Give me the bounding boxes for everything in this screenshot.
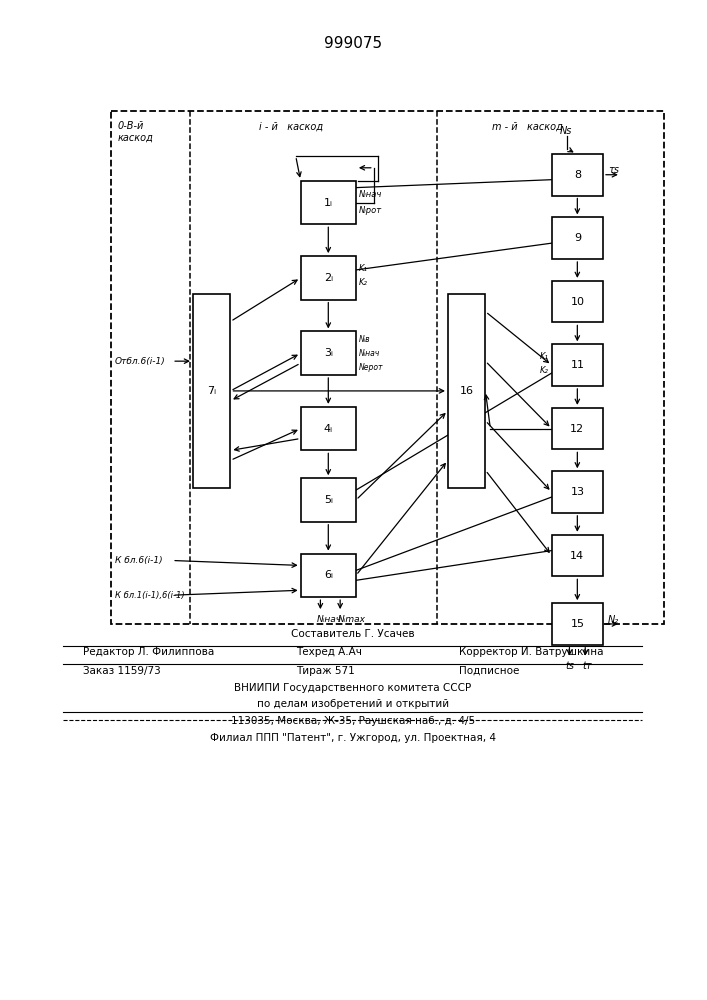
Text: 0-В-й
каскод: 0-В-й каскод xyxy=(118,121,153,143)
Text: Корректор И. Ватрушкина: Корректор И. Ватрушкина xyxy=(459,647,603,657)
Text: Составитель Г. Усачев: Составитель Г. Усачев xyxy=(291,629,415,639)
Bar xyxy=(551,535,603,576)
Text: Отбл.6(i-1): Отбл.6(i-1) xyxy=(115,357,165,366)
Text: Nᵢнач: Nᵢнач xyxy=(359,349,380,358)
Text: i - й   каскод: i - й каскод xyxy=(259,121,323,131)
Text: N₂: N₂ xyxy=(608,615,619,625)
Text: 6ᵢ: 6ᵢ xyxy=(324,570,333,580)
Bar xyxy=(300,256,356,300)
Bar xyxy=(300,331,356,375)
Text: Nᵢmax: Nᵢmax xyxy=(338,615,366,624)
Bar xyxy=(551,603,603,645)
Text: Ns: Ns xyxy=(559,126,572,136)
Text: 11: 11 xyxy=(571,360,584,370)
Text: ВНИИПИ Государственного комитета СССР: ВНИИПИ Государственного комитета СССР xyxy=(235,683,472,693)
Bar xyxy=(448,294,486,488)
Text: 2ᵢ: 2ᵢ xyxy=(324,273,333,283)
Text: tт: tт xyxy=(583,661,592,671)
Bar xyxy=(551,154,603,196)
Text: K₁: K₁ xyxy=(540,352,549,361)
Text: Тираж 571: Тираж 571 xyxy=(296,666,354,676)
Text: K₂: K₂ xyxy=(359,278,368,287)
Bar xyxy=(300,181,356,224)
Text: 10: 10 xyxy=(571,297,584,307)
Text: K₂: K₂ xyxy=(540,366,549,375)
Text: m - й   каскод: m - й каскод xyxy=(493,121,563,131)
Bar xyxy=(551,281,603,322)
Text: Nерот: Nерот xyxy=(359,363,383,372)
Text: Nᵢнач: Nᵢнач xyxy=(359,190,382,199)
Text: Филиал ППП "Патент", г. Ужгород, ул. Проектная, 4: Филиал ППП "Патент", г. Ужгород, ул. Про… xyxy=(210,733,496,743)
Text: 113035, Москва, Ж-35, Раушская наб., д. 4/5: 113035, Москва, Ж-35, Раушская наб., д. … xyxy=(231,716,475,726)
Text: 14: 14 xyxy=(571,551,585,561)
Text: 13: 13 xyxy=(571,487,584,497)
Text: Редактор Л. Филиппова: Редактор Л. Филиппова xyxy=(83,647,214,657)
Text: Подписное: Подписное xyxy=(459,666,519,676)
Bar xyxy=(551,344,603,386)
Text: 16: 16 xyxy=(460,386,474,396)
Text: 1ᵢ: 1ᵢ xyxy=(324,198,333,208)
Text: 15: 15 xyxy=(571,619,584,629)
Bar xyxy=(193,294,230,488)
Text: 8: 8 xyxy=(574,170,581,180)
Text: Nᵢрот: Nᵢрот xyxy=(359,206,382,215)
Bar xyxy=(300,407,356,450)
Text: Nᵢв: Nᵢв xyxy=(359,335,370,344)
Text: 999075: 999075 xyxy=(324,36,382,51)
Text: К бл.1(i-1),6(i-1): К бл.1(i-1),6(i-1) xyxy=(115,591,185,600)
Text: 7ᵢ: 7ᵢ xyxy=(207,386,216,396)
Bar xyxy=(551,471,603,513)
Text: 5ᵢ: 5ᵢ xyxy=(324,495,333,505)
Bar xyxy=(300,478,356,522)
Text: τs: τs xyxy=(608,165,619,175)
Bar xyxy=(300,554,356,597)
Text: 9: 9 xyxy=(574,233,581,243)
Bar xyxy=(111,111,665,624)
Text: Техред А.Ач: Техред А.Ач xyxy=(296,647,361,657)
Bar xyxy=(551,217,603,259)
Text: К бл.6(i-1): К бл.6(i-1) xyxy=(115,556,163,565)
Text: 3ᵢ: 3ᵢ xyxy=(324,348,333,358)
Text: Заказ 1159/73: Заказ 1159/73 xyxy=(83,666,161,676)
Text: K₁: K₁ xyxy=(359,264,368,273)
Text: Nᵢнач: Nᵢнач xyxy=(317,615,341,624)
Text: 12: 12 xyxy=(571,424,585,434)
Bar xyxy=(551,408,603,449)
Text: по делам изобретений и открытий: по делам изобретений и открытий xyxy=(257,699,449,709)
Text: 4ᵢ: 4ᵢ xyxy=(324,424,333,434)
Text: ts: ts xyxy=(566,661,575,671)
